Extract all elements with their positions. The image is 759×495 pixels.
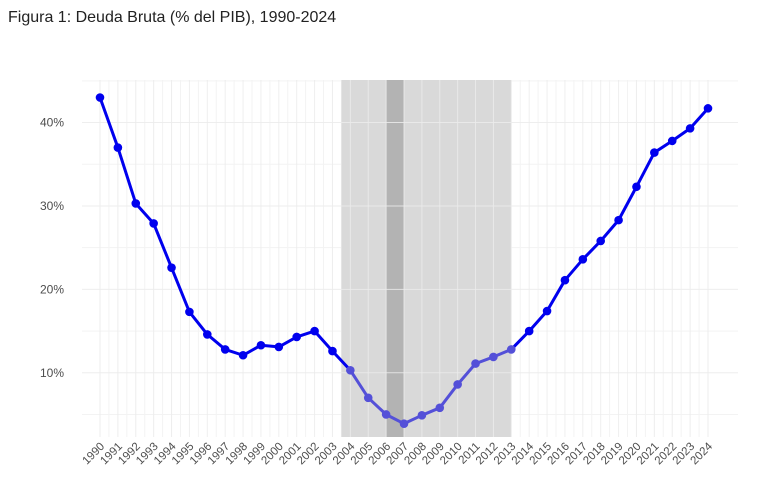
data-point (489, 352, 498, 362)
series-segment (599, 218, 621, 243)
data-point (667, 136, 677, 146)
data-point (703, 104, 713, 113)
series-segment (330, 349, 352, 372)
series-segment (313, 329, 334, 353)
data-point (220, 345, 230, 354)
data-point (632, 182, 641, 192)
series-segment (348, 368, 370, 400)
y-tick-label: 40% (40, 116, 64, 130)
data-point (95, 93, 105, 102)
data-point (256, 340, 266, 350)
data-point (310, 326, 319, 336)
series-segment (545, 278, 567, 313)
data-point (453, 380, 462, 389)
data-point (381, 410, 391, 419)
data-point (435, 403, 445, 413)
data-point (113, 143, 123, 152)
data-point (149, 219, 158, 228)
data-point (596, 236, 606, 246)
recession-band (341, 80, 512, 437)
y-axis-ticks: 10% 20% 30% 40% (40, 116, 64, 380)
data-point (650, 148, 659, 157)
data-point (578, 255, 588, 264)
data-point (346, 365, 355, 375)
series-segment (152, 221, 174, 270)
data-point (363, 393, 373, 403)
data-point (614, 215, 623, 225)
dark-band (386, 80, 404, 437)
data-point (524, 326, 534, 336)
series-segment (116, 146, 138, 205)
x-axis-ticks: 1990199119921993199419951996199719981999… (81, 440, 716, 467)
data-point (167, 263, 176, 272)
series-segment (527, 309, 549, 333)
series-segment (438, 382, 460, 410)
y-tick-label: 20% (40, 282, 64, 296)
data-point (202, 330, 212, 339)
data-point (238, 350, 248, 360)
data-point (471, 359, 480, 368)
series-segment (634, 151, 656, 189)
data-point (506, 345, 516, 354)
data-point (542, 306, 552, 316)
data-point (685, 124, 695, 133)
series-segment (187, 310, 209, 336)
series-segment (617, 185, 638, 222)
series-segment (170, 266, 191, 314)
data-point (292, 332, 302, 342)
data-point (560, 275, 570, 285)
series-segment (688, 106, 710, 130)
data-point (417, 411, 427, 420)
chart-title: Figura 1: Deuda Bruta (% del PIB), 1990-… (8, 9, 337, 26)
data-point (328, 346, 337, 356)
y-tick-label: 30% (40, 199, 64, 213)
data-point (274, 342, 284, 352)
series-segment (134, 201, 156, 225)
series-segment (563, 257, 585, 282)
series-segment (98, 96, 120, 150)
shaded-periods (341, 80, 512, 437)
data-point (399, 419, 409, 428)
x-tick-label: 2024 (689, 440, 716, 467)
y-tick-label: 10% (40, 366, 64, 380)
series-segment (456, 362, 478, 386)
data-point (185, 307, 194, 317)
series-points (95, 93, 713, 428)
data-point (131, 199, 141, 208)
